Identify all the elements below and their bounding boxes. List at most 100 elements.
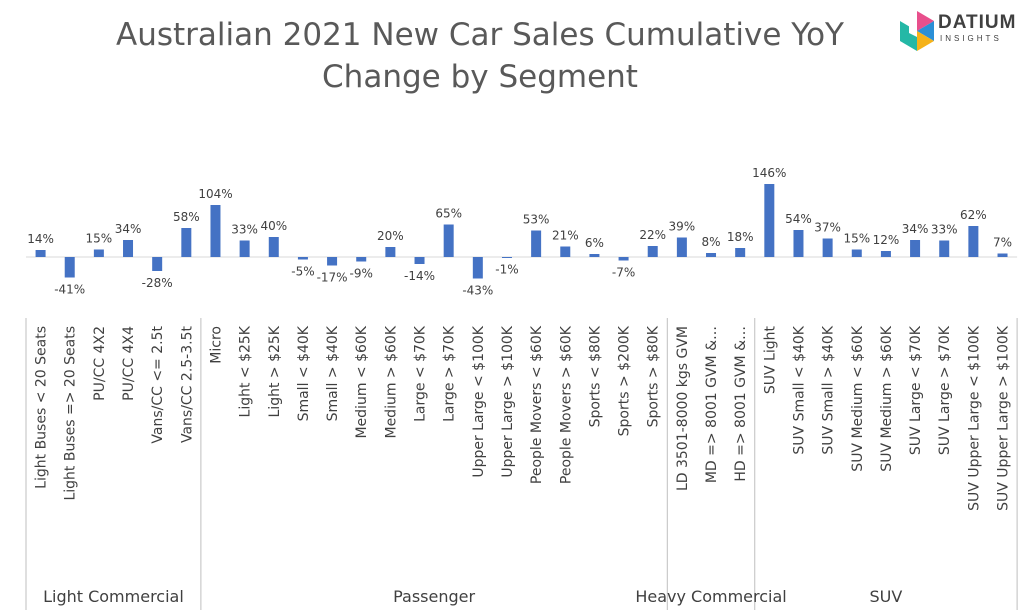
data-label: 6% xyxy=(585,236,604,250)
category-label: Light Buses => 20 Seats xyxy=(63,326,79,501)
data-label: 15% xyxy=(86,232,113,246)
bar xyxy=(123,240,134,257)
bar xyxy=(64,257,75,278)
bar xyxy=(472,257,483,279)
bar xyxy=(851,249,862,257)
category-label: Sports > $200K xyxy=(617,325,633,436)
bar xyxy=(93,249,104,257)
category-label: People Movers < $60K xyxy=(529,325,545,484)
group-label: SUV xyxy=(870,587,903,606)
bar xyxy=(647,246,658,257)
category-label: Light > $25K xyxy=(267,325,283,417)
category-label: SUV Large > $70K xyxy=(937,325,953,455)
bar xyxy=(327,257,338,266)
data-label: 58% xyxy=(173,210,200,224)
data-label: 22% xyxy=(639,228,666,242)
category-label: LD 3501-8000 kgs GVM xyxy=(675,326,691,491)
bar xyxy=(239,240,250,257)
data-label: 21% xyxy=(552,229,579,243)
category-label: SUV Upper Large < $100K xyxy=(966,325,982,511)
bar xyxy=(443,224,454,257)
bar xyxy=(210,205,221,257)
chart-title: Australian 2021 New Car Sales Cumulative… xyxy=(80,14,880,98)
data-label: 37% xyxy=(814,221,841,235)
group-label: Light Commercial xyxy=(43,587,184,606)
bar xyxy=(356,257,367,262)
category-label: Vans/CC <= 2.5t xyxy=(150,325,166,443)
category-label: PU/CC 4X2 xyxy=(92,326,108,401)
data-label: -17% xyxy=(317,271,348,285)
category-label: Medium > $60K xyxy=(383,325,399,438)
data-label: -14% xyxy=(404,269,435,283)
bar xyxy=(589,254,600,257)
bar xyxy=(560,246,571,257)
bar xyxy=(793,230,804,257)
category-label: Micro xyxy=(208,326,224,364)
data-label: 146% xyxy=(752,166,786,180)
category-label: Large > $70K xyxy=(442,325,458,422)
data-label: -41% xyxy=(54,283,85,297)
bar xyxy=(676,237,687,257)
bar xyxy=(297,257,308,260)
group-label: Passenger xyxy=(393,587,475,606)
category-label: SUV Light xyxy=(762,325,778,394)
category-label: Sports < $80K xyxy=(587,325,603,427)
bar xyxy=(706,253,717,257)
data-label: -7% xyxy=(612,266,635,280)
data-label: 18% xyxy=(727,230,754,244)
data-label: -5% xyxy=(291,265,314,279)
category-label: Light Buses < 20 Seats xyxy=(34,326,50,489)
bar xyxy=(181,228,192,257)
category-label: Light < $25K xyxy=(238,325,254,417)
bar xyxy=(822,238,833,257)
bar xyxy=(880,251,891,257)
bar xyxy=(939,240,950,257)
bar xyxy=(968,226,979,257)
data-label: 14% xyxy=(27,232,54,246)
category-label: MD => 8001 GVM &… xyxy=(704,326,720,483)
bar xyxy=(910,240,921,257)
bar xyxy=(152,257,163,271)
datium-logo-icon xyxy=(900,11,934,51)
category-label: SUV Upper Large > $100K xyxy=(996,325,1012,511)
data-label: 8% xyxy=(702,235,721,249)
category-label: SUV Medium < $60K xyxy=(850,325,866,471)
logo-subtitle: INSIGHTS xyxy=(940,34,1002,43)
bar xyxy=(35,250,46,257)
category-label: SUV Small > $40K xyxy=(821,325,837,454)
bar xyxy=(268,237,279,257)
data-label: 33% xyxy=(231,223,258,237)
data-label: 62% xyxy=(960,208,987,222)
data-label: 7% xyxy=(993,236,1012,250)
data-label: 54% xyxy=(785,212,812,226)
group-label: Heavy Commercial xyxy=(635,587,786,606)
chart-title-line-2: Change by Segment xyxy=(322,59,638,95)
category-label: Large < $70K xyxy=(413,325,429,422)
data-label: 39% xyxy=(669,220,696,234)
category-label: Small < $40K xyxy=(296,325,312,421)
category-label: People Movers > $60K xyxy=(558,325,574,484)
category-label: Sports > $80K xyxy=(646,325,662,427)
data-label: 53% xyxy=(523,213,550,227)
bar xyxy=(997,253,1008,257)
data-label: 65% xyxy=(435,207,462,221)
category-label: PU/CC 4X4 xyxy=(121,326,137,401)
category-label: Upper Large < $100K xyxy=(471,325,487,477)
data-label: -9% xyxy=(350,267,373,281)
data-label: 104% xyxy=(198,187,232,201)
data-label: -43% xyxy=(462,284,493,298)
bar xyxy=(501,257,512,258)
data-label: 33% xyxy=(931,223,958,237)
category-label: Vans/CC 2.5-3.5t xyxy=(179,325,195,443)
logo-name: DATIUM xyxy=(938,12,1017,33)
data-label: 34% xyxy=(115,222,142,236)
category-label: SUV Small < $40K xyxy=(791,325,807,454)
category-label: HD => 8001 GVM &… xyxy=(733,326,749,482)
data-label: 20% xyxy=(377,229,404,243)
category-label: Upper Large > $100K xyxy=(500,325,516,477)
bar xyxy=(735,248,746,257)
bar xyxy=(764,184,775,257)
data-label: 34% xyxy=(902,222,929,236)
bar xyxy=(385,247,396,257)
